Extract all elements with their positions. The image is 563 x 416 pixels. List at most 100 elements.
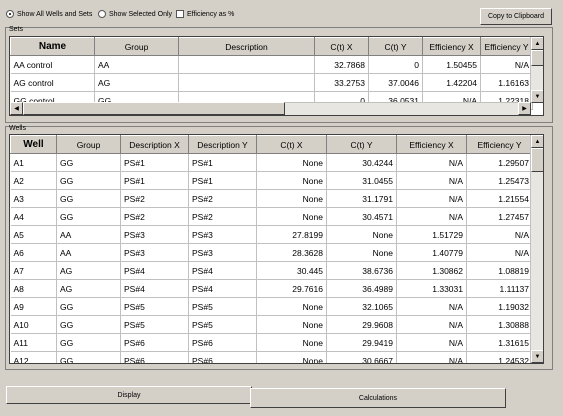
table-row[interactable]: A1 GG PS#1 PS#1 None 30.4244 N/A 1.29507 [10,153,533,172]
table-cell[interactable]: AA [56,225,121,244]
column-header[interactable]: Efficiency Y [480,37,533,56]
table-cell[interactable]: PS#6 [188,333,257,352]
scroll-thumb[interactable] [531,50,543,66]
column-header[interactable]: C(t) X [314,37,369,56]
table-cell[interactable]: PS#4 [188,279,257,298]
column-header[interactable]: Efficiency X [396,135,467,154]
wells-grid[interactable]: Well Group Description X Description Y C(t) … [9,134,544,364]
table-cell[interactable]: N/A [396,333,467,352]
table-cell[interactable]: GG [56,207,121,226]
table-row[interactable]: A8 AG PS#4 PS#4 29.7616 36.4989 1.33031 1.11137 [10,279,533,298]
column-header[interactable]: Description Y [188,135,257,154]
table-row[interactable]: A4 GG PS#2 PS#2 None 30.4571 N/A 1.27457 [10,207,533,226]
sets-vertical-scrollbar[interactable]: ▲ ▼ [530,37,543,103]
table-cell[interactable]: 1.30888 [466,315,533,334]
table-cell[interactable]: 30.6667 [326,351,397,363]
show-all-radio[interactable]: Show All Wells and Sets [6,10,92,18]
table-cell[interactable]: 1.50455 [422,55,481,74]
table-cell[interactable]: GG [56,171,121,190]
table-cell[interactable]: 31.1791 [326,189,397,208]
table-cell[interactable]: 37.0046 [368,73,423,92]
table-cell[interactable]: A8 [10,279,57,298]
table-cell[interactable]: PS#5 [188,315,257,334]
table-cell[interactable]: PS#1 [188,153,257,172]
table-cell[interactable]: 1.33031 [396,279,467,298]
table-cell[interactable]: PS#1 [120,153,189,172]
table-cell[interactable]: N/A [466,243,533,262]
table-cell[interactable]: A4 [10,207,57,226]
column-header[interactable]: C(t) X [256,135,327,154]
table-cell[interactable]: 1.19032 [466,297,533,316]
table-cell[interactable]: 33.2753 [314,73,369,92]
table-cell[interactable]: N/A [396,189,467,208]
table-cell[interactable]: 1.21554 [466,189,533,208]
table-row[interactable]: A3 GG PS#2 PS#2 None 31.1791 N/A 1.21554 [10,189,533,208]
tab-display[interactable]: Display [6,386,252,404]
table-row[interactable]: A11 GG PS#6 PS#6 None 29.9419 N/A 1.31615 [10,333,533,352]
table-cell[interactable]: AG [56,261,121,280]
table-cell[interactable]: A2 [10,171,57,190]
table-cell[interactable]: None [256,333,327,352]
table-cell[interactable]: PS#6 [120,351,189,363]
scroll-down-icon[interactable]: ▼ [531,350,543,363]
table-cell[interactable]: 1.27457 [466,207,533,226]
table-cell[interactable]: A11 [10,333,57,352]
table-cell[interactable]: PS#6 [188,351,257,363]
show-selected-radio[interactable]: Show Selected Only [98,10,172,18]
table-cell[interactable]: 30.445 [256,261,327,280]
tab-calculations[interactable]: Calculations [250,388,506,408]
table-cell[interactable]: AA [94,55,179,74]
table-row[interactable]: A9 GG PS#5 PS#5 None 32.1065 N/A 1.19032 [10,297,533,316]
table-cell[interactable]: 1.42204 [422,73,481,92]
table-cell[interactable]: A3 [10,189,57,208]
scroll-down-icon[interactable]: ▼ [531,90,543,103]
column-header[interactable]: Efficiency X [422,37,481,56]
table-cell[interactable]: AA control [10,55,95,74]
table-cell[interactable]: None [256,315,327,334]
table-cell[interactable]: PS#6 [120,333,189,352]
table-cell[interactable]: A6 [10,243,57,262]
table-cell[interactable]: None [256,171,327,190]
table-cell[interactable]: PS#5 [188,297,257,316]
table-cell[interactable]: 1.30862 [396,261,467,280]
table-row[interactable]: A2 GG PS#1 PS#1 None 31.0455 N/A 1.25473 [10,171,533,190]
scroll-left-icon[interactable]: ◀ [10,102,23,115]
table-cell[interactable]: A5 [10,225,57,244]
table-cell[interactable]: AG control [10,73,95,92]
table-cell[interactable]: GG [56,333,121,352]
table-cell[interactable]: N/A [396,351,467,363]
table-cell[interactable]: PS#2 [120,189,189,208]
table-cell[interactable]: None [256,153,327,172]
table-cell[interactable]: PS#4 [120,261,189,280]
scroll-up-icon[interactable]: ▲ [531,135,543,148]
table-cell[interactable]: None [326,225,397,244]
table-cell[interactable]: PS#4 [188,261,257,280]
table-cell[interactable]: A1 [10,153,57,172]
table-cell[interactable]: GG [56,153,121,172]
wells-vertical-scrollbar[interactable]: ▲ ▼ [530,135,543,363]
table-cell[interactable]: 1.24532 [466,351,533,363]
column-header[interactable]: C(t) Y [326,135,397,154]
horizontal-scroll-thumb[interactable] [23,102,285,115]
table-cell[interactable]: N/A [396,207,467,226]
table-cell[interactable]: A9 [10,297,57,316]
efficiency-percent-checkbox[interactable]: Efficiency as % [176,10,234,18]
table-cell[interactable]: None [256,351,327,363]
scroll-right-icon[interactable]: ▶ [518,102,531,115]
table-cell[interactable]: GG [56,315,121,334]
table-cell[interactable]: 1.08819 [466,261,533,280]
scroll-up-icon[interactable]: ▲ [531,37,543,50]
table-row[interactable]: A6 AA PS#3 PS#3 28.3628 None 1.40779 N/A [10,243,533,262]
table-row[interactable]: AA control AA 32.7868 0 1.50455 N/A [10,55,533,74]
table-cell[interactable]: PS#3 [120,243,189,262]
table-cell[interactable] [178,55,315,74]
table-cell[interactable]: N/A [396,171,467,190]
table-cell[interactable]: GG [56,297,121,316]
table-cell[interactable]: PS#5 [120,315,189,334]
table-cell[interactable]: 29.7616 [256,279,327,298]
table-cell[interactable]: PS#1 [188,171,257,190]
table-cell[interactable]: PS#3 [120,225,189,244]
table-cell[interactable]: 31.0455 [326,171,397,190]
table-cell[interactable]: PS#3 [188,243,257,262]
table-cell[interactable]: PS#5 [120,297,189,316]
